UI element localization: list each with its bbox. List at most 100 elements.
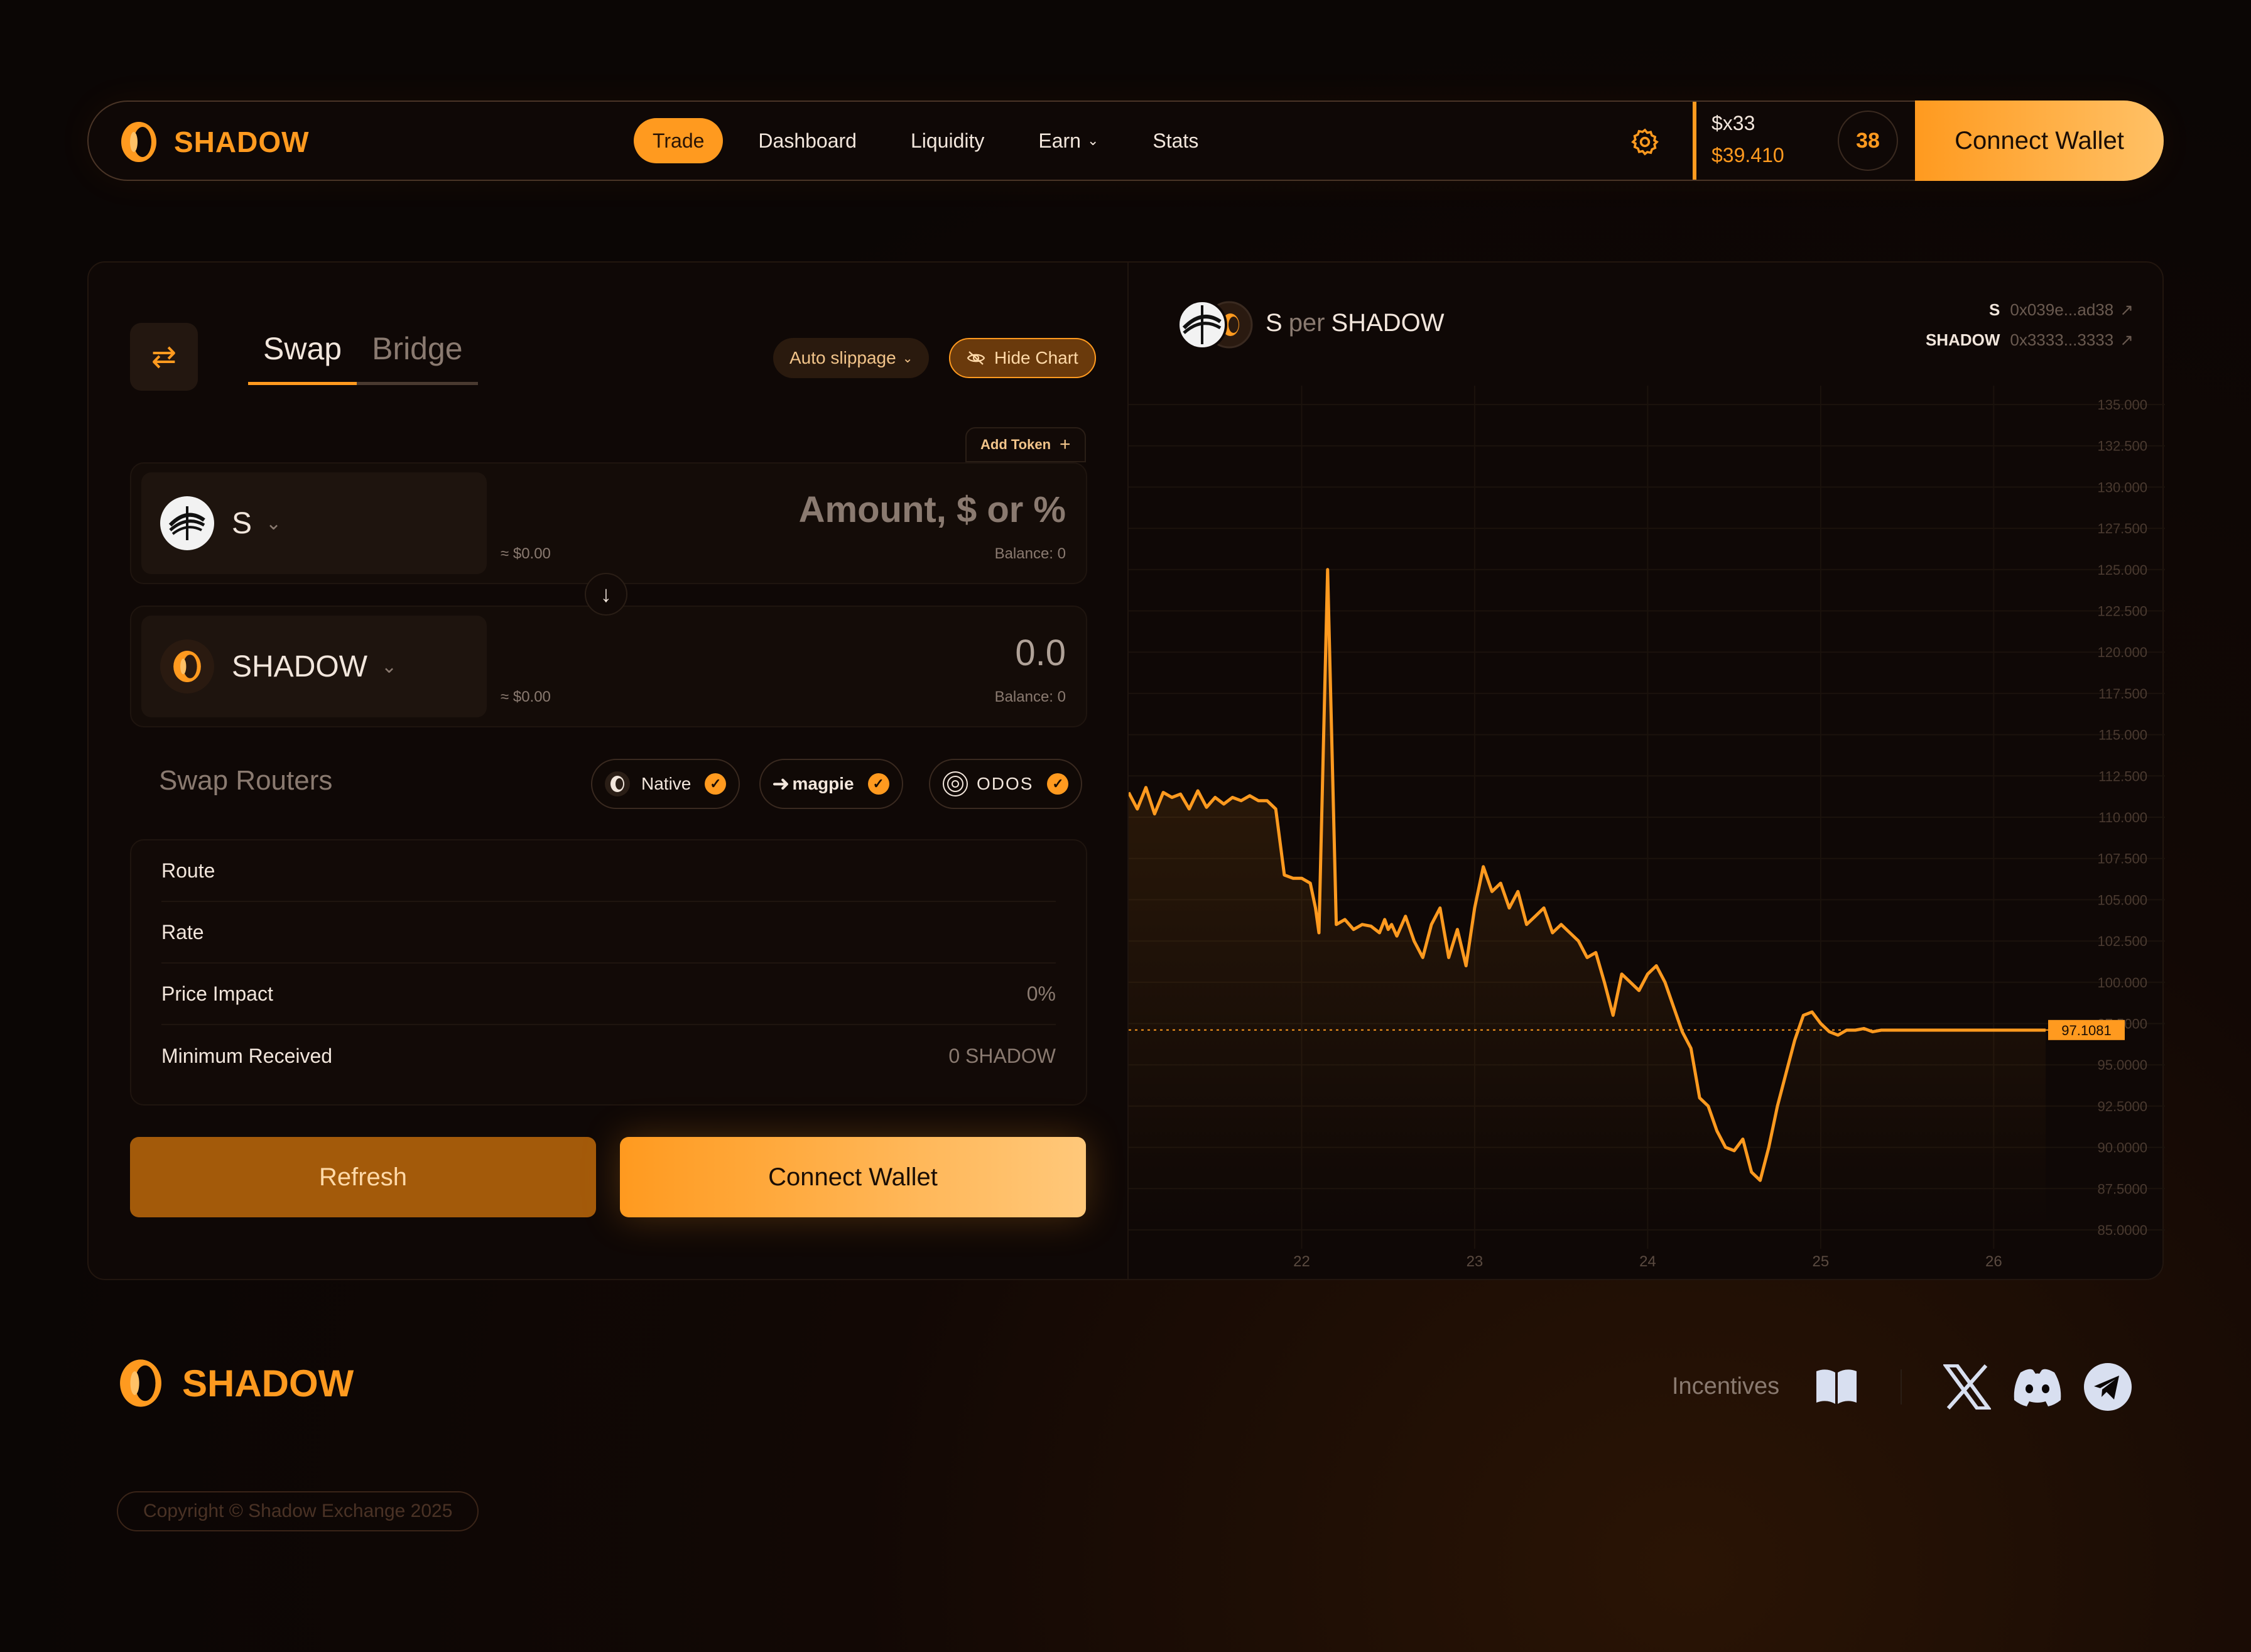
copyright: Copyright © Shadow Exchange 2025 (117, 1491, 479, 1531)
incentives-link[interactable]: Incentives (1672, 1373, 1780, 1399)
from-token-selector[interactable]: S ⌄ (141, 472, 487, 574)
x-tick-label: 22 (1293, 1253, 1310, 1270)
detail-row-min-received: Minimum Received 0 SHADOW (161, 1025, 1056, 1087)
swap-routers-label: Swap Routers (159, 765, 333, 796)
main-menu: Trade Dashboard Liquidity Earn ⌄ Stats (634, 118, 1234, 163)
shadow-token-icon (160, 639, 214, 693)
refresh-button[interactable]: Refresh (130, 1137, 596, 1217)
native-router-icon (605, 771, 630, 796)
detail-row-price-impact: Price Impact 0% (161, 964, 1056, 1025)
nav-trade[interactable]: Trade (634, 118, 724, 163)
footer-brand-name: SHADOW (182, 1362, 354, 1405)
price-ticker: $x33 $39.410 (1693, 102, 1784, 180)
router-odos[interactable]: ODOS ✓ (929, 759, 1083, 809)
base-address: 0x039e...ad38 (2010, 300, 2114, 319)
x-icon[interactable] (1941, 1361, 1993, 1413)
connect-wallet-swap-button[interactable]: Connect Wallet (620, 1137, 1086, 1217)
footer-divider (1901, 1369, 1902, 1405)
chevron-down-icon: ⌄ (902, 351, 913, 366)
from-amount-input[interactable]: Amount, $ or % (798, 489, 1066, 530)
detail-value: 0 SHADOW (948, 1044, 1056, 1067)
current-price-tag (2048, 1019, 2125, 1040)
y-tick-label: 100.000 (2097, 975, 2147, 991)
x-tick-label: 23 (1467, 1253, 1483, 1270)
quote-address-label: SHADOW (1925, 330, 2000, 349)
detail-label: Price Impact (161, 982, 273, 1005)
to-token-symbol: SHADOW (232, 649, 367, 683)
price-chart[interactable]: 135.000 132.500 130.000 127.500 125.000 122.5… (1129, 386, 2165, 1281)
shadow-logo-icon (120, 1359, 161, 1407)
flip-direction-button[interactable]: ↓ (585, 573, 627, 616)
nav-liquidity-label: Liquidity (910, 129, 985, 152)
y-tick-label: 125.000 (2097, 562, 2147, 578)
nav-earn[interactable]: Earn ⌄ (1019, 118, 1117, 163)
router-magpie[interactable]: ➜ magpie ✓ (759, 759, 903, 809)
pair-base: S (1266, 309, 1283, 337)
y-tick-label: 92.5000 (2097, 1099, 2147, 1114)
check-icon: ✓ (1047, 773, 1069, 795)
magpie-logo-icon: ➜ (772, 772, 790, 796)
x-tick-label: 25 (1813, 1253, 1830, 1270)
y-tick-label: 117.500 (2098, 686, 2147, 702)
tab-bridge[interactable]: Bridge (357, 330, 478, 385)
y-tick-label: 132.500 (2097, 438, 2147, 454)
nav-dashboard-label: Dashboard (758, 129, 857, 152)
tab-swap[interactable]: Swap (248, 330, 357, 385)
router-magpie-label: magpie (792, 774, 854, 793)
router-native[interactable]: Native ✓ (591, 759, 740, 809)
telegram-icon[interactable] (2081, 1361, 2134, 1413)
y-tick-label: 87.5000 (2097, 1181, 2147, 1197)
gear-icon[interactable] (1630, 127, 1660, 157)
y-tick-label: 127.500 (2097, 521, 2147, 536)
brand[interactable]: SHADOW (119, 121, 310, 163)
swap-tabs: Swap Bridge (248, 330, 478, 385)
pair-logos-icon (1177, 300, 1253, 350)
odos-logo-icon (943, 771, 968, 796)
shadow-logo-icon (121, 122, 156, 162)
nav-liquidity[interactable]: Liquidity (892, 118, 1003, 163)
token-badge[interactable]: 38 (1838, 111, 1898, 171)
top-nav: SHADOW Trade Dashboard Liquidity Earn ⌄ S… (87, 101, 2164, 181)
from-token-box: S ⌄ ≈ $0.00 Amount, $ or % Balance: 0 (130, 462, 1087, 584)
base-address-link[interactable]: S 0x039e...ad38 ↗ (1989, 300, 2134, 320)
base-address-label: S (1989, 300, 2000, 319)
hide-chart-button[interactable]: Hide Chart (949, 338, 1096, 378)
y-tick-label: 85.0000 (2097, 1222, 2147, 1238)
pair-per: per (1288, 309, 1325, 337)
quote-address: 0x3333...3333 (2010, 330, 2114, 349)
y-tick-label: 130.000 (2097, 479, 2147, 495)
hide-chart-label: Hide Chart (994, 348, 1078, 367)
quote-address-link[interactable]: SHADOW 0x3333...3333 ↗ (1926, 330, 2134, 350)
eye-off-icon (967, 351, 985, 365)
swap-arrows-icon[interactable]: ⇄ (130, 323, 198, 391)
external-link-icon: ↗ (2120, 330, 2134, 349)
x-tick-label: 24 (1639, 1253, 1656, 1270)
detail-row-route: Route (161, 840, 1056, 902)
trade-card: ⇄ Swap Bridge Auto slippage ⌄ Hide Chart… (87, 261, 2165, 1281)
from-usd-value: ≈ $0.00 (501, 545, 551, 562)
to-balance: Balance: 0 (994, 688, 1066, 705)
ticker-symbol: $x33 (1711, 112, 1755, 134)
to-token-selector[interactable]: SHADOW ⌄ (141, 616, 487, 717)
footer-brand[interactable]: SHADOW (117, 1358, 354, 1408)
check-icon: ✓ (705, 773, 727, 795)
price-line (1129, 568, 2046, 1182)
book-icon[interactable] (1810, 1361, 1863, 1413)
slippage-dropdown[interactable]: Auto slippage ⌄ (773, 338, 930, 378)
detail-value: 0% (1026, 982, 1056, 1005)
discord-icon[interactable] (2011, 1361, 2064, 1413)
swap-details: Route Rate Price Impact 0% Minimum Receiv… (130, 839, 1087, 1106)
chevron-down-icon: ⌄ (381, 656, 398, 677)
sonic-token-icon (160, 496, 214, 550)
add-token-button[interactable]: Add Token + (965, 427, 1086, 462)
chevron-down-icon: ⌄ (266, 513, 282, 534)
connect-wallet-button[interactable]: Connect Wallet (1915, 101, 2164, 181)
to-amount-output: 0.0 (1015, 633, 1066, 673)
router-native-label: Native (641, 774, 692, 793)
add-token-label: Add Token (980, 437, 1051, 452)
nav-dashboard[interactable]: Dashboard (739, 118, 876, 163)
nav-stats[interactable]: Stats (1134, 118, 1217, 163)
to-token-box: SHADOW ⌄ ≈ $0.00 0.0 Balance: 0 (130, 606, 1087, 727)
